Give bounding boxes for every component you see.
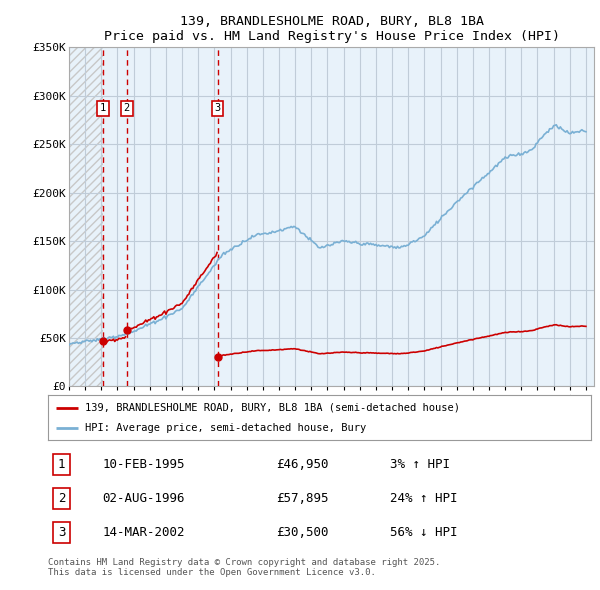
Text: 2: 2 [58, 492, 65, 505]
Bar [69, 47, 103, 386]
Text: 1: 1 [58, 458, 65, 471]
Text: 14-MAR-2002: 14-MAR-2002 [103, 526, 185, 539]
Text: £30,500: £30,500 [276, 526, 329, 539]
Text: 02-AUG-1996: 02-AUG-1996 [103, 492, 185, 505]
Text: 3: 3 [214, 103, 221, 113]
Text: £57,895: £57,895 [276, 492, 329, 505]
Text: £46,950: £46,950 [276, 458, 329, 471]
Text: 56% ↓ HPI: 56% ↓ HPI [390, 526, 458, 539]
Text: 10-FEB-1995: 10-FEB-1995 [103, 458, 185, 471]
Text: 2: 2 [124, 103, 130, 113]
Text: 3% ↑ HPI: 3% ↑ HPI [390, 458, 450, 471]
Text: 1: 1 [100, 103, 106, 113]
Title: 139, BRANDLESHOLME ROAD, BURY, BL8 1BA
Price paid vs. HM Land Registry's House P: 139, BRANDLESHOLME ROAD, BURY, BL8 1BA P… [104, 15, 560, 43]
Text: 24% ↑ HPI: 24% ↑ HPI [390, 492, 458, 505]
Text: HPI: Average price, semi-detached house, Bury: HPI: Average price, semi-detached house,… [85, 424, 366, 434]
Text: 139, BRANDLESHOLME ROAD, BURY, BL8 1BA (semi-detached house): 139, BRANDLESHOLME ROAD, BURY, BL8 1BA (… [85, 403, 460, 412]
Text: 3: 3 [58, 526, 65, 539]
Text: Contains HM Land Registry data © Crown copyright and database right 2025.
This d: Contains HM Land Registry data © Crown c… [48, 558, 440, 577]
